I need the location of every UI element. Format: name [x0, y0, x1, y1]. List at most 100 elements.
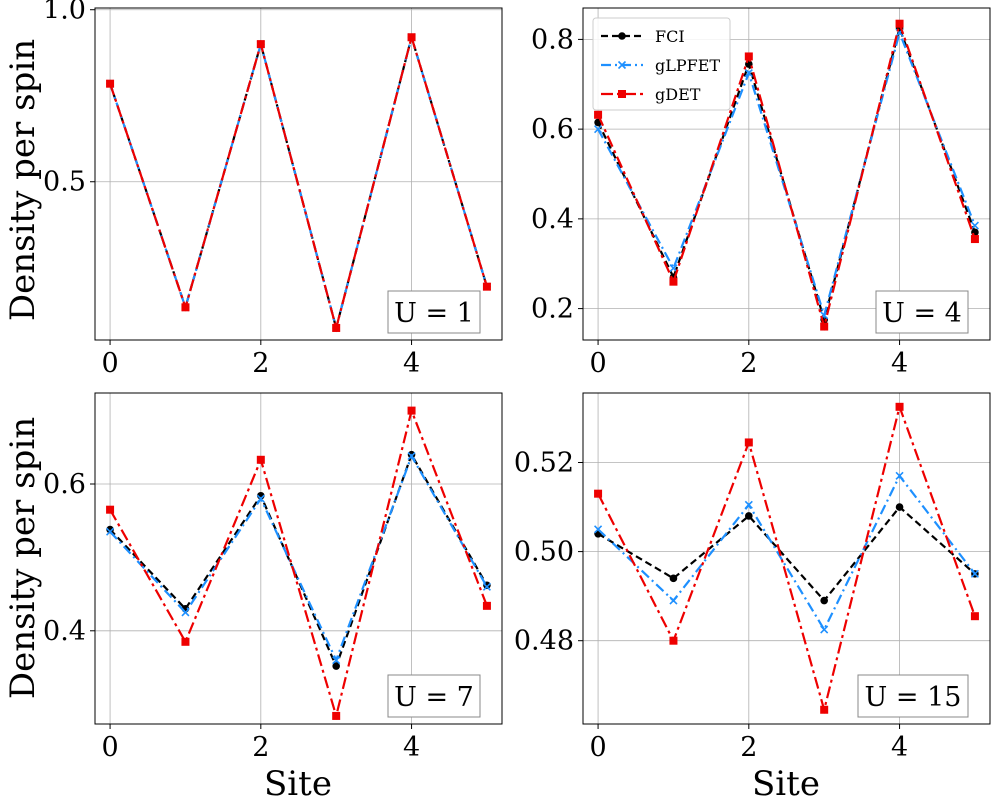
- data-point-gdet: [744, 438, 753, 447]
- data-point-glpfet: [970, 569, 979, 578]
- series-line-gdet: [109, 33, 488, 333]
- data-point-glpfet: [407, 452, 416, 461]
- legend-marker-fci: [618, 32, 626, 40]
- x-tick-label: 4: [403, 732, 420, 763]
- data-point-gdet: [482, 601, 491, 610]
- data-point-gdet: [407, 33, 416, 42]
- data-point-glpfet: [970, 221, 979, 230]
- ylabel-top: Density per spin: [3, 39, 43, 321]
- data-point-gdet: [482, 282, 491, 291]
- series-line-gdet: [597, 19, 976, 331]
- data-point-gdet: [594, 489, 603, 498]
- series-line-glpfet: [597, 473, 976, 632]
- data-point-glpfet: [744, 68, 753, 78]
- data-point-gdet: [181, 303, 190, 312]
- y-tick-label: 0.5: [43, 167, 86, 198]
- data-point-gdet: [820, 322, 829, 331]
- data-point-glpfet: [332, 656, 341, 665]
- data-point-glpfet: [744, 500, 753, 509]
- data-point-gdet: [332, 711, 341, 720]
- panel-u15: 0 2 4 0.48 0.50 0.52 U = 15: [514, 392, 991, 763]
- series-line-fci: [597, 505, 976, 603]
- u-label-box: [875, 290, 969, 334]
- data-point-gdet: [669, 636, 678, 645]
- legend-marker-glpfet: [617, 60, 627, 70]
- series-line-gdet: [109, 406, 488, 721]
- x-tick-label: 0: [101, 732, 118, 763]
- u-label: U = 15: [865, 682, 962, 713]
- data-point-glpfet: [256, 494, 265, 503]
- legend-box: [592, 17, 731, 111]
- data-point-glpfet: [594, 125, 603, 134]
- data-point-gdet: [895, 402, 904, 411]
- data-point-glpfet: [669, 264, 678, 273]
- u-label: U = 1: [394, 298, 474, 329]
- legend: FCI gLPFET gDET: [592, 17, 731, 111]
- u-label-box: [857, 674, 969, 718]
- panel-u4: 0 2 4 0.2 0.4 0.6 0.8 U = 4: [531, 7, 991, 379]
- y-tick-label: 0.50: [514, 537, 574, 568]
- x-tick-label: 4: [403, 348, 420, 379]
- x-tick-label: 4: [891, 348, 908, 379]
- ylabel-bottom: Density per spin: [3, 417, 43, 699]
- x-tick-label: 0: [101, 348, 118, 379]
- plot-frame: [94, 7, 503, 341]
- data-point-gdet: [106, 79, 115, 88]
- data-point-fci: [106, 525, 114, 534]
- y-tick-label: 0.6: [531, 114, 574, 145]
- legend-label-fci: FCI: [655, 27, 685, 46]
- data-point-gdet: [594, 110, 603, 119]
- data-point-gdet: [256, 455, 265, 464]
- panel-u1: 0 2 4 0.5 1.0 U = 1: [43, 0, 503, 379]
- x-tick-label: 2: [252, 348, 269, 379]
- y-tick-label: 0.8: [531, 24, 574, 55]
- plot-frame: [582, 392, 991, 725]
- y-tick-label: 0.4: [531, 204, 574, 235]
- u-label-box: [387, 674, 481, 718]
- data-point-glpfet: [181, 608, 190, 617]
- data-point-gdet: [970, 235, 979, 244]
- y-tick-label: 0.52: [514, 447, 574, 478]
- data-point-gdet: [669, 277, 678, 286]
- x-tick-label: 2: [252, 732, 269, 763]
- u-label: U = 7: [394, 682, 474, 713]
- data-point-fci: [669, 574, 678, 583]
- u-label: U = 4: [882, 298, 962, 329]
- xlabel-right: Site: [752, 764, 820, 804]
- x-tick-label: 4: [891, 732, 908, 763]
- data-point-fci: [820, 596, 828, 605]
- series-line-gdet: [597, 403, 976, 715]
- data-point-fci: [332, 662, 340, 670]
- plot-frame: [94, 392, 503, 725]
- y-tick-label: 1.0: [43, 0, 86, 26]
- data-point-glpfet: [594, 525, 603, 534]
- u-label-box: [387, 290, 481, 334]
- legend-label-glpfet: gLPFET: [655, 56, 720, 75]
- data-point-gdet: [820, 705, 829, 714]
- y-tick-label: 0.6: [43, 469, 86, 500]
- data-point-gdet: [895, 19, 904, 28]
- data-point-fci: [971, 228, 979, 237]
- data-point-gdet: [106, 505, 115, 514]
- panel-u7: 0 2 4 0.4 0.6 U = 7: [43, 392, 503, 763]
- series-line-fci: [109, 452, 488, 669]
- data-point-glpfet: [895, 471, 904, 480]
- data-point-fci: [895, 503, 904, 511]
- x-tick-label: 2: [740, 732, 757, 763]
- data-point-gdet: [256, 40, 265, 49]
- legend-label-gdet: gDET: [655, 85, 701, 104]
- series-line-glpfet: [109, 33, 488, 333]
- data-point-gdet: [407, 406, 416, 415]
- data-point-glpfet: [106, 527, 115, 536]
- plot-frame: [582, 7, 991, 341]
- data-point-fci: [745, 512, 753, 520]
- xlabel-left: Site: [264, 764, 332, 804]
- x-tick-label: 2: [740, 348, 757, 379]
- y-tick-label: 0.2: [531, 294, 574, 325]
- y-tick-label: 0.4: [43, 616, 86, 647]
- legend-marker-gdet: [618, 90, 626, 98]
- data-point-gdet: [744, 52, 753, 61]
- data-point-glpfet: [820, 625, 829, 634]
- data-point-gdet: [970, 612, 979, 621]
- data-point-gdet: [181, 637, 190, 646]
